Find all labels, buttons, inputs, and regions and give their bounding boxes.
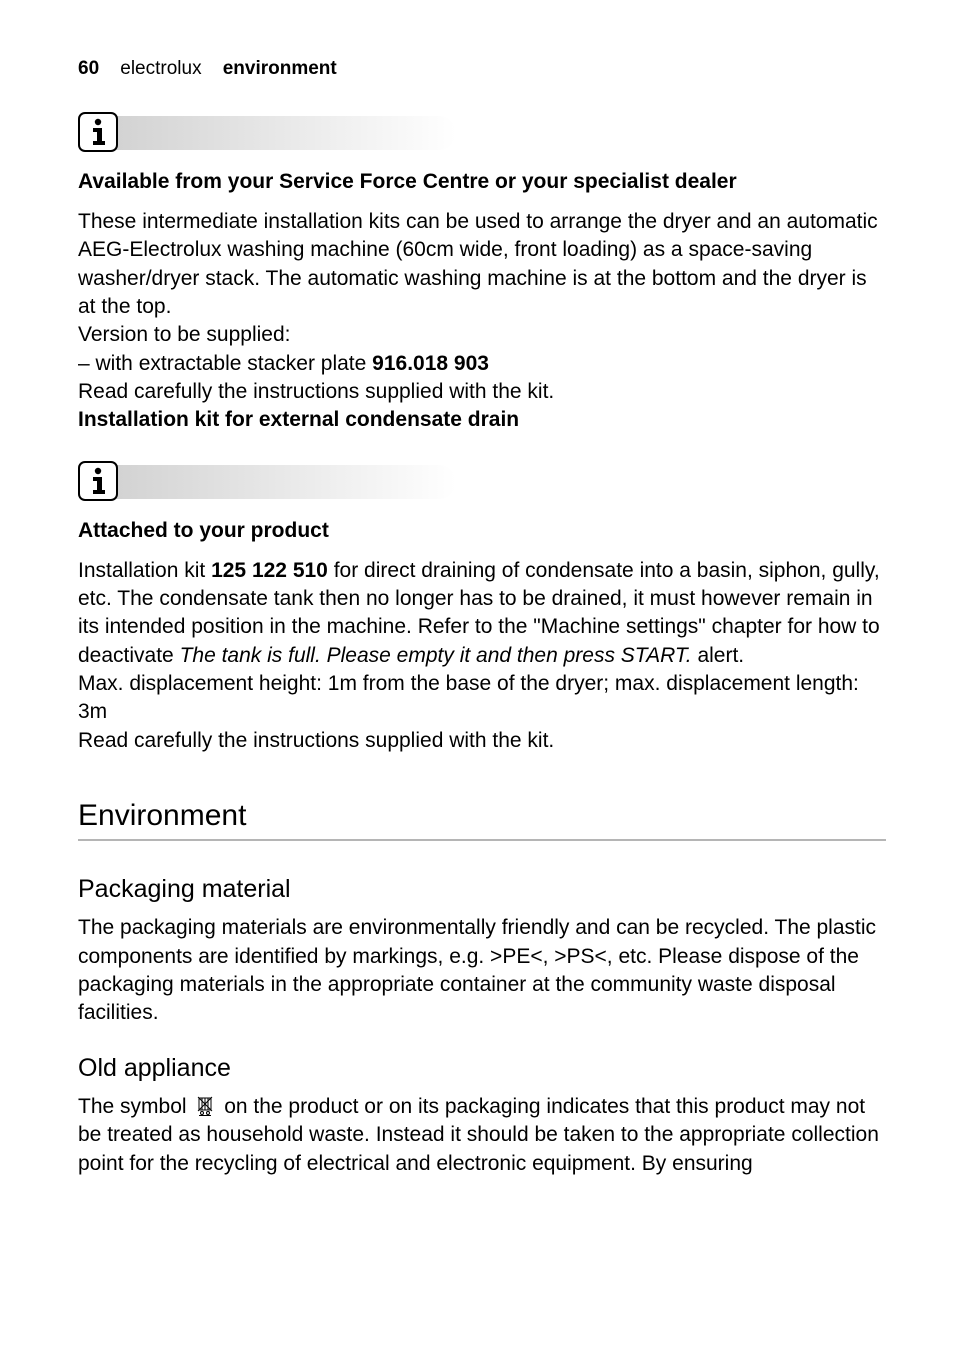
section2-p2: Max. displacement height: 1m from the ba… <box>78 670 886 727</box>
info-callout-2 <box>78 457 886 505</box>
section1-p5-bold: Installation kit for external condensate… <box>78 408 519 431</box>
section2-p1: Installation kit 125 122 510 for direct … <box>78 557 886 670</box>
environment-heading: Environment <box>78 799 886 841</box>
section2-heading: Attached to your product <box>78 519 886 543</box>
old-appliance-heading: Old appliance <box>78 1054 886 1083</box>
weee-icon <box>196 1093 214 1121</box>
info-icon <box>78 112 118 152</box>
section1-p2: Version to be supplied: <box>78 321 886 349</box>
section1-p3: – with extractable stacker plate 916.018… <box>78 350 886 378</box>
section1-p5: Installation kit for external condensate… <box>78 406 886 434</box>
page-header: 60 electrolux environment <box>78 58 886 80</box>
brand-name: electrolux <box>120 58 201 79</box>
section2-p1a: Installation kit <box>78 559 211 582</box>
info-gradient-bar <box>96 465 456 499</box>
info-callout-1 <box>78 108 886 156</box>
section2-p1-italic: The tank is full. Please empty it and th… <box>180 644 692 667</box>
section2-p1-bold: 125 122 510 <box>211 559 328 582</box>
section1-p3-prefix: – with extractable stacker plate <box>78 352 372 375</box>
packaging-heading: Packaging material <box>78 875 886 904</box>
section1-heading: Available from your Service Force Centre… <box>78 170 886 194</box>
page-number: 60 <box>78 58 99 79</box>
section1-p4: Read carefully the instructions supplied… <box>78 378 886 406</box>
packaging-body: The packaging materials are environmenta… <box>78 914 886 1027</box>
section1-p3-bold: 916.018 903 <box>372 352 489 375</box>
old-body-a: The symbol <box>78 1095 192 1118</box>
info-icon <box>78 461 118 501</box>
info-gradient-bar <box>96 116 456 150</box>
old-appliance-body: The symbol on the product or on its pack… <box>78 1093 886 1178</box>
header-section: environment <box>223 58 337 79</box>
section2-p1c: alert. <box>692 644 745 667</box>
section2-p3: Read carefully the instructions supplied… <box>78 727 886 755</box>
section1-p1: These intermediate installation kits can… <box>78 208 886 321</box>
